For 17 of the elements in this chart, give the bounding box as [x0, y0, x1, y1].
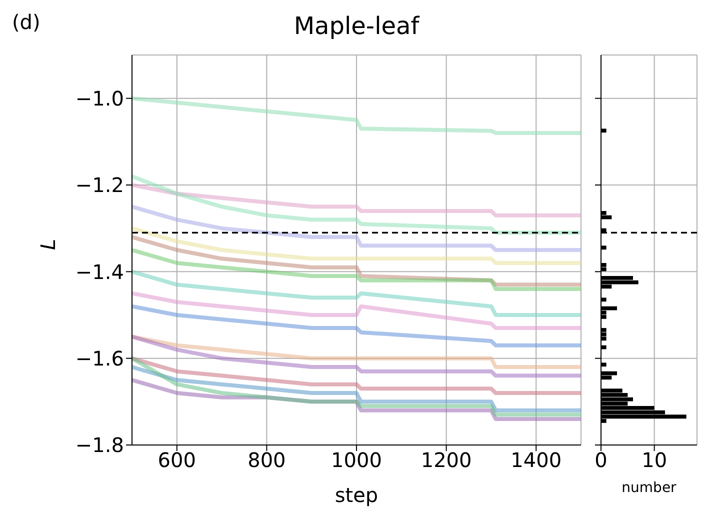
x-axis-title: number [622, 480, 677, 496]
x-tick-label: 10 [642, 448, 668, 472]
chart-title: Maple-leaf [292, 12, 421, 40]
x-tick-label: 800 [248, 448, 286, 472]
x-tick-label: 1000 [331, 448, 382, 472]
y-tick-label: −1.2 [75, 173, 124, 198]
x-tick-label: 0 [594, 448, 608, 472]
x-tick-label: 1200 [420, 448, 472, 472]
x-axis-title: step [334, 483, 378, 507]
y-tick-label: −1.6 [75, 346, 124, 370]
y-tick-label: −1.8 [75, 433, 124, 458]
y-tick-label: −1.0 [75, 86, 124, 110]
x-tick-label: 600 [158, 448, 196, 472]
y-tick-label: −1.4 [75, 260, 124, 284]
text: (d) [12, 10, 40, 34]
y-axis-title: L [36, 238, 60, 250]
x-tick-label: 1400 [510, 448, 562, 472]
